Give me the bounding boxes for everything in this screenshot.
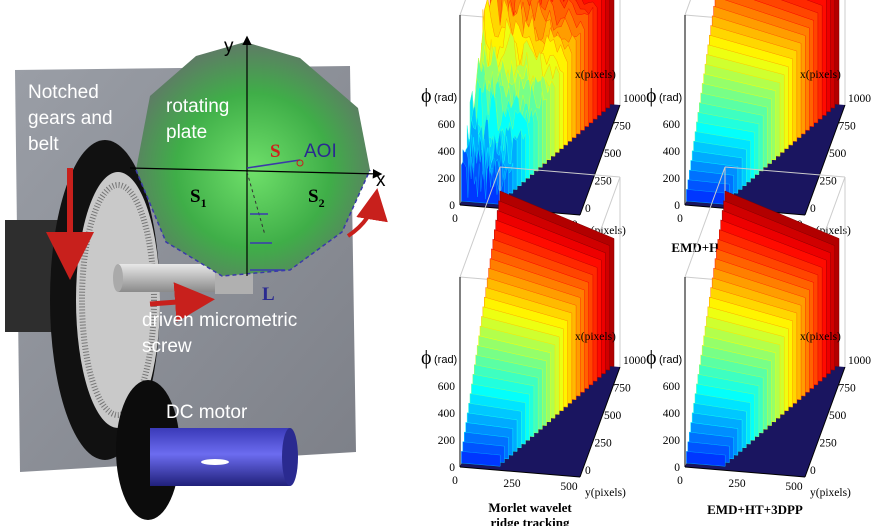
- x-tick-label: 500: [829, 148, 847, 160]
- y-tick-label: 0: [677, 213, 683, 225]
- gears-label: belt: [28, 134, 59, 155]
- y-tick-label: 500: [560, 481, 578, 493]
- motor-end: [282, 428, 298, 486]
- z-unit: (rad): [659, 92, 682, 104]
- x-tick-label: 1000: [848, 355, 871, 367]
- x-tick-label: 500: [829, 410, 847, 422]
- s-label: S: [270, 141, 281, 162]
- x-tick-label: 500: [604, 410, 622, 422]
- caption: ridge tracking: [490, 515, 570, 526]
- caption: EMD+HT+3DPP: [707, 502, 803, 517]
- y-tick-label: 250: [728, 478, 746, 490]
- z-unit: (rad): [434, 354, 457, 366]
- x-tick-label: 250: [595, 176, 613, 188]
- x-tick-label: 250: [595, 438, 613, 450]
- x-tick-label: 750: [614, 121, 632, 133]
- z-tick-label: 200: [663, 435, 681, 447]
- x-tick-label: 750: [839, 383, 857, 395]
- y-axis-label: y: [224, 36, 234, 57]
- z-tick-label: 600: [663, 381, 681, 393]
- gears-label: gears and: [28, 108, 113, 129]
- shaft-end: [113, 264, 123, 292]
- plots: 0200400600025050075010000250500ϕ(rad)x(p…: [421, 0, 871, 526]
- motor-label: DC motor: [166, 402, 248, 423]
- y-axis-label: y(pixels): [585, 487, 626, 499]
- y-axis-label: y(pixels): [810, 487, 851, 499]
- s1-sub: 1: [201, 196, 207, 210]
- y-tick-label: 0: [452, 475, 458, 487]
- z-tick-label: 400: [663, 408, 681, 420]
- z-tick-label: 400: [663, 146, 681, 158]
- s2-base: S: [308, 186, 319, 207]
- motor: [150, 428, 290, 486]
- plate-label: plate: [166, 122, 207, 143]
- x-tick-label: 750: [614, 383, 632, 395]
- s2-sub: 2: [319, 196, 325, 210]
- z-tick-label: 0: [449, 462, 455, 474]
- s1-base: S: [190, 186, 201, 207]
- z-unit: (rad): [659, 354, 682, 366]
- z-tick-label: 600: [438, 119, 456, 131]
- x-tick-label: 1000: [848, 93, 871, 105]
- y-tick-label: 250: [503, 478, 521, 490]
- shaft: [118, 264, 218, 292]
- z-tick-label: 200: [438, 435, 456, 447]
- z-symbol: ϕ: [646, 85, 657, 107]
- z-symbol: ϕ: [421, 347, 432, 369]
- y-tick-label: 0: [677, 475, 683, 487]
- x-tick-label: 250: [820, 176, 838, 188]
- z-tick-label: 400: [438, 146, 456, 158]
- aoi-label: AOI: [304, 141, 337, 162]
- x-tick-label: 250: [820, 438, 838, 450]
- z-tick-label: 400: [438, 408, 456, 420]
- x-axis-label: x: [376, 170, 386, 191]
- x-tick-label: 1000: [623, 355, 646, 367]
- z-tick-label: 600: [438, 381, 456, 393]
- x-axis-label: x(pixels): [575, 69, 616, 81]
- z-symbol: ϕ: [646, 347, 657, 369]
- x-tick-label: 0: [585, 203, 591, 215]
- figure: y x Notched gears and belt rotating plat…: [0, 0, 882, 526]
- x-tick-label: 0: [810, 203, 816, 215]
- z-tick-label: 600: [663, 119, 681, 131]
- x-tick-label: 0: [810, 465, 816, 477]
- x-axis-label: x(pixels): [575, 331, 616, 343]
- x-tick-label: 1000: [623, 93, 646, 105]
- highlight: [201, 459, 229, 465]
- y-tick-label: 0: [452, 213, 458, 225]
- z-tick-label: 0: [449, 200, 455, 212]
- x-axis-label: x(pixels): [800, 331, 841, 343]
- x-tick-label: 500: [604, 148, 622, 160]
- z-symbol: ϕ: [421, 85, 432, 107]
- x-tick-label: 0: [585, 465, 591, 477]
- z-tick-label: 0: [674, 462, 680, 474]
- z-tick-label: 0: [674, 200, 680, 212]
- l-label: L: [262, 284, 275, 305]
- screw-label: screw: [142, 336, 192, 357]
- screw-label: driven micrometric: [142, 310, 297, 331]
- x-axis-label: x(pixels): [800, 69, 841, 81]
- plate-label: rotating: [166, 96, 229, 117]
- apparatus: y x Notched gears and belt rotating plat…: [5, 36, 386, 520]
- z-tick-label: 200: [663, 173, 681, 185]
- z-tick-label: 200: [438, 173, 456, 185]
- z-unit: (rad): [434, 92, 457, 104]
- y-tick-label: 500: [785, 481, 803, 493]
- x-tick-label: 750: [839, 121, 857, 133]
- gears-label: Notched: [28, 82, 99, 103]
- caption: Morlet wavelet: [488, 500, 572, 515]
